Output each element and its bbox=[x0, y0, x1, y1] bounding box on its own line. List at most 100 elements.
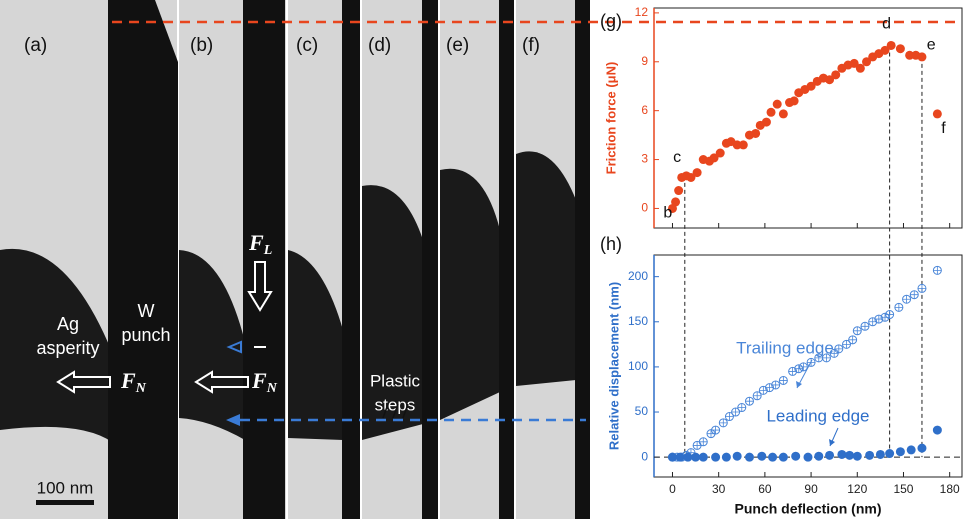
data-point bbox=[757, 452, 766, 461]
data-point bbox=[676, 453, 685, 462]
y-tick-label: 50 bbox=[635, 404, 649, 418]
data-point bbox=[773, 100, 782, 109]
data-point bbox=[837, 450, 846, 459]
y-tick-label: 150 bbox=[628, 314, 648, 328]
point-annotation: d bbox=[882, 16, 891, 33]
data-point bbox=[804, 453, 813, 462]
data-point bbox=[933, 109, 942, 118]
point-annotation: f bbox=[941, 120, 946, 137]
punch bbox=[243, 0, 285, 519]
panel-label: (b) bbox=[190, 35, 213, 56]
data-point bbox=[733, 452, 742, 461]
point-annotation: e bbox=[927, 37, 936, 54]
data-point bbox=[739, 140, 748, 149]
force-symbol: F bbox=[120, 368, 136, 393]
force-subscript: N bbox=[135, 381, 147, 396]
point-annotation: b bbox=[663, 205, 672, 222]
charts: 036912Friction force (μN)(g)050100150200… bbox=[600, 5, 962, 517]
data-point bbox=[933, 426, 942, 435]
y-tick-label: 0 bbox=[641, 449, 648, 463]
data-point bbox=[790, 96, 799, 105]
y-axis-label: Relative displacement (nm) bbox=[606, 282, 621, 450]
punch bbox=[422, 0, 438, 519]
asperity bbox=[440, 169, 500, 420]
data-point bbox=[762, 118, 771, 127]
data-point bbox=[831, 70, 840, 79]
panel-label: (f) bbox=[522, 35, 540, 56]
scale-bar bbox=[36, 500, 94, 505]
data-point bbox=[779, 109, 788, 118]
asperity bbox=[516, 151, 576, 386]
data-point bbox=[887, 41, 896, 50]
legend-arrowhead bbox=[796, 381, 802, 388]
legend-arrowhead bbox=[829, 439, 835, 446]
data-point bbox=[691, 453, 700, 462]
data-point bbox=[814, 452, 823, 461]
scale-label: 100 nm bbox=[37, 478, 94, 497]
data-point bbox=[671, 197, 680, 206]
force-subscript: L bbox=[263, 243, 273, 258]
data-point bbox=[722, 453, 731, 462]
image-label: asperity bbox=[36, 338, 99, 358]
force-symbol: F bbox=[251, 368, 267, 393]
image-label: punch bbox=[121, 325, 170, 345]
image-label: Ag bbox=[57, 314, 79, 334]
y-tick-label: 100 bbox=[628, 359, 648, 373]
data-point bbox=[865, 451, 874, 460]
data-point bbox=[876, 450, 885, 459]
data-point bbox=[917, 444, 926, 453]
data-point bbox=[896, 447, 905, 456]
data-point bbox=[856, 64, 865, 73]
y-tick-label: 6 bbox=[641, 103, 648, 117]
x-tick-label: 150 bbox=[893, 482, 913, 496]
data-point bbox=[693, 168, 702, 177]
data-point bbox=[768, 453, 777, 462]
panel-label: (c) bbox=[296, 35, 318, 56]
data-point bbox=[745, 453, 754, 462]
data-point bbox=[845, 451, 854, 460]
data-point bbox=[683, 453, 692, 462]
data-point bbox=[699, 453, 708, 462]
punch bbox=[499, 0, 514, 519]
panel-label: (d) bbox=[368, 35, 391, 56]
data-point bbox=[825, 451, 834, 460]
punch bbox=[108, 0, 178, 519]
data-point bbox=[767, 108, 776, 117]
point-annotation: c bbox=[673, 149, 681, 166]
legend-label: Trailing edge bbox=[736, 338, 834, 357]
data-point bbox=[853, 452, 862, 461]
data-point bbox=[917, 52, 926, 61]
figure: (a) (b) (c) (d) (e) (f) Ag asperity Wpunch Plasti… bbox=[0, 0, 967, 519]
panel-label: (h) bbox=[600, 234, 622, 254]
data-point bbox=[751, 129, 760, 138]
data-point bbox=[668, 453, 677, 462]
y-tick-label: 0 bbox=[641, 201, 648, 215]
panel-label: (e) bbox=[446, 35, 469, 56]
x-tick-label: 0 bbox=[669, 482, 676, 496]
punch bbox=[575, 0, 590, 519]
legend-label: Leading edge bbox=[766, 406, 869, 425]
image-label: Plastic bbox=[370, 371, 421, 390]
panel-label: (a) bbox=[24, 35, 47, 56]
x-tick-label: 30 bbox=[712, 482, 726, 496]
force-subscript: N bbox=[266, 381, 278, 396]
force-symbol: F bbox=[248, 230, 264, 255]
data-point bbox=[885, 449, 894, 458]
data-point bbox=[779, 453, 788, 462]
data-point bbox=[791, 452, 800, 461]
y-tick-label: 12 bbox=[635, 5, 649, 19]
panel-label: (g) bbox=[600, 11, 622, 31]
y-axis-label: Friction force (μN) bbox=[603, 62, 618, 175]
x-tick-label: 90 bbox=[804, 482, 818, 496]
x-axis-label: Punch deflection (nm) bbox=[735, 501, 882, 517]
data-point bbox=[711, 453, 720, 462]
y-tick-label: 200 bbox=[628, 269, 648, 283]
plot-frame bbox=[654, 8, 962, 228]
x-tick-label: 120 bbox=[847, 482, 867, 496]
data-point bbox=[907, 445, 916, 454]
punch bbox=[342, 0, 360, 519]
y-tick-label: 9 bbox=[641, 54, 648, 68]
data-point bbox=[896, 44, 905, 53]
data-point bbox=[716, 149, 725, 158]
image-label: W bbox=[138, 301, 155, 321]
